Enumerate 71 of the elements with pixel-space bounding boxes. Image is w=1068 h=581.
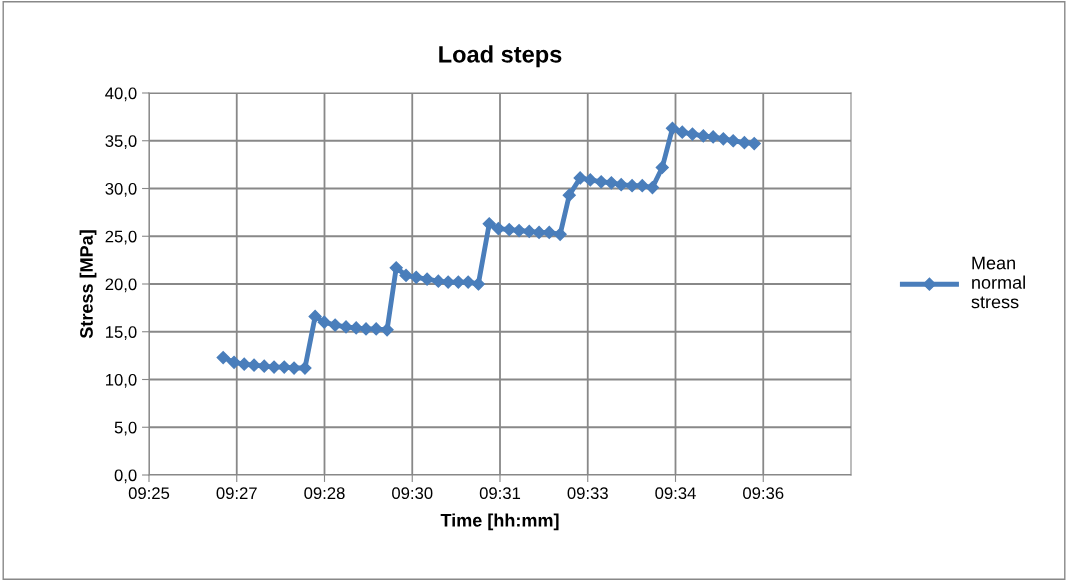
y-axis-title: Stress [MPa]: [79, 230, 97, 339]
point: [696, 129, 710, 143]
point: [308, 309, 322, 324]
point: [409, 270, 423, 284]
point: [522, 224, 536, 239]
point: [542, 225, 556, 240]
point: [502, 222, 516, 237]
point: [716, 132, 730, 146]
point: [532, 225, 546, 240]
point: [431, 274, 445, 288]
y-tick-label: 20,0: [105, 278, 137, 293]
point: [614, 178, 628, 192]
point: [625, 179, 639, 193]
point: [389, 261, 403, 275]
point: [604, 176, 618, 190]
point: [257, 359, 271, 373]
x-tick-label: 09:33: [567, 487, 608, 500]
point: [277, 360, 291, 374]
y-tick-label: 0,0: [114, 469, 137, 484]
point: [471, 277, 485, 291]
x-tick-label: 09:28: [304, 487, 345, 500]
point: [369, 322, 383, 336]
y-tick-label: 30,0: [105, 182, 137, 197]
y-tick-label: 10,0: [106, 373, 137, 388]
point: [635, 179, 649, 193]
point: [349, 321, 363, 335]
point: [298, 361, 312, 375]
point: [482, 217, 496, 231]
point: [726, 134, 740, 148]
point: [553, 227, 567, 241]
point: [317, 315, 331, 329]
point: [675, 125, 689, 139]
point: [594, 175, 608, 189]
x-tick-label: 09:31: [479, 487, 521, 500]
point: [655, 160, 669, 175]
point: [491, 222, 505, 236]
y-tick-label: 35,0: [105, 135, 137, 149]
point: [747, 137, 761, 151]
point: [583, 173, 597, 187]
point: [706, 130, 720, 144]
point: [461, 275, 475, 289]
chart-title: Load steps: [439, 45, 562, 68]
point: [216, 350, 230, 365]
x-tick-label: 09:25: [128, 487, 170, 500]
point: [237, 357, 251, 371]
point: [380, 323, 394, 337]
point: [399, 268, 413, 282]
x-tick-label: 09:30: [392, 487, 433, 500]
y-tick-label: 5,0: [114, 421, 137, 436]
x-tick-label: 09:34: [655, 487, 696, 500]
point: [227, 355, 241, 369]
y-tick-label: 15,0: [106, 326, 137, 340]
y-tick-label: 40,0: [105, 87, 137, 102]
point: [328, 318, 342, 332]
point: [665, 121, 680, 135]
x-tick-label: 09:36: [743, 487, 784, 500]
point: [359, 322, 373, 336]
point: [512, 223, 526, 238]
point: [267, 360, 281, 374]
point: [420, 272, 434, 286]
y-tick-label: 25,0: [105, 230, 137, 245]
point: [441, 275, 455, 289]
point: [562, 188, 576, 202]
x-tick-label: 09:27: [216, 487, 257, 500]
point: [573, 171, 587, 185]
point: [645, 180, 660, 195]
x-axis-title: Time [hh:mm]: [440, 513, 559, 531]
legend-label: Mean normal stress: [971, 256, 1025, 309]
point: [685, 127, 700, 141]
point: [451, 275, 465, 289]
point: [247, 358, 261, 372]
